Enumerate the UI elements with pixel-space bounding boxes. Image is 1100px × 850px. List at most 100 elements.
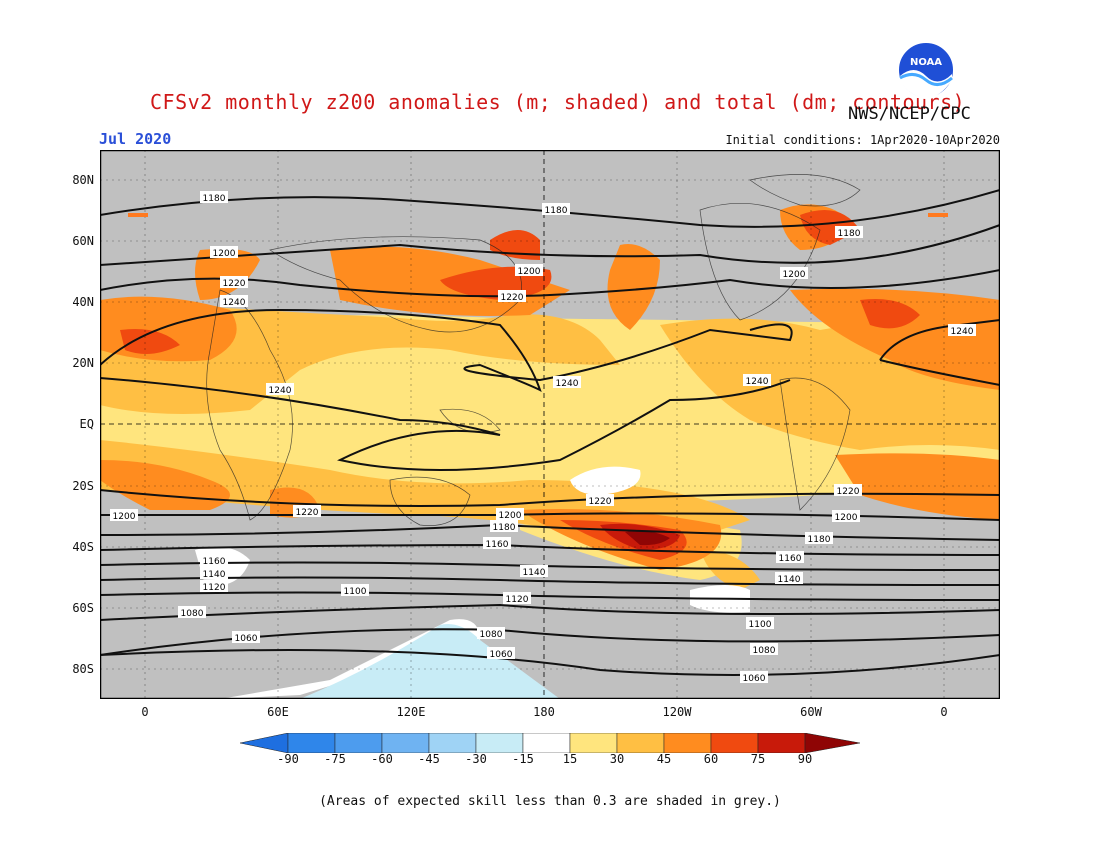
contour-label: 1160 <box>776 551 804 564</box>
logo-text: NOAA <box>910 57 942 68</box>
colorbar-label: -15 <box>512 752 534 766</box>
lat-label: 80N <box>72 173 94 187</box>
contour-label: 1240 <box>743 374 771 387</box>
colorbar-swatch <box>381 733 430 753</box>
colorbar-swatch <box>475 733 524 753</box>
lat-label: 60N <box>72 234 94 248</box>
lon-label: 180 <box>533 705 555 719</box>
noaa-logo-icon: NOAA <box>897 41 955 99</box>
colorbar-label: 75 <box>750 752 766 766</box>
svg-text:1180: 1180 <box>493 523 516 533</box>
colorbar-label: -45 <box>418 752 440 766</box>
lon-label: 0 <box>940 705 948 719</box>
colorbar-label: 45 <box>656 752 672 766</box>
contour-label: 1120 <box>200 580 228 593</box>
svg-text:1060: 1060 <box>235 634 258 644</box>
contour-label: 1200 <box>496 508 524 521</box>
colorbar-swatch <box>240 733 289 753</box>
svg-text:1140: 1140 <box>778 575 801 585</box>
colorbar-swatch <box>663 733 712 753</box>
contour-label: 1220 <box>293 505 321 518</box>
contour-label: 1140 <box>775 572 803 585</box>
lon-label: 120E <box>396 705 426 719</box>
contour-label: 1180 <box>200 191 228 204</box>
colorbar-swatch <box>616 733 665 753</box>
contour-label: 1240 <box>220 295 248 308</box>
svg-text:1100: 1100 <box>749 620 772 630</box>
contour-label: 1200 <box>210 246 238 259</box>
contour-label: 1160 <box>483 537 511 550</box>
svg-text:1240: 1240 <box>223 298 246 308</box>
contour-label: 1080 <box>477 627 505 640</box>
svg-text:1120: 1120 <box>203 583 226 593</box>
contour-label: 1100 <box>341 584 369 597</box>
lat-label: 40S <box>72 540 94 554</box>
svg-text:1180: 1180 <box>808 535 831 545</box>
chart-title: CFSv2 monthly z200 anomalies (m; shaded)… <box>150 90 966 114</box>
svg-text:1240: 1240 <box>556 379 579 389</box>
lat-label: 80S <box>72 662 94 676</box>
svg-text:1220: 1220 <box>501 293 524 303</box>
svg-text:1060: 1060 <box>490 650 513 660</box>
lat-label: 20S <box>72 479 94 493</box>
anomaly-45-60 <box>100 296 237 362</box>
lat-label: EQ <box>79 417 94 431</box>
lon-label: 120W <box>662 705 692 719</box>
footer-note: (Areas of expected skill less than 0.3 a… <box>319 794 781 809</box>
colorbar-label: 60 <box>703 752 719 766</box>
svg-text:1200: 1200 <box>835 513 858 523</box>
height-contours <box>100 189 1000 676</box>
lat-label: 60S <box>72 601 94 615</box>
contour-label: 1140 <box>200 567 228 580</box>
svg-text:1080: 1080 <box>181 609 204 619</box>
contour-label: 1200 <box>515 264 543 277</box>
lat-label: 40N <box>72 295 94 309</box>
contour-label: 1220 <box>586 494 614 507</box>
colorbar-label: -75 <box>324 752 346 766</box>
svg-text:1200: 1200 <box>499 511 522 521</box>
contour-label: 1180 <box>490 520 518 533</box>
svg-text:1200: 1200 <box>783 270 806 280</box>
colorbar-label: -60 <box>371 752 393 766</box>
contour-label: 1180 <box>542 203 570 216</box>
colorbar-label: -30 <box>465 752 487 766</box>
colorbar-label: -90 <box>277 752 299 766</box>
svg-text:1220: 1220 <box>223 279 246 289</box>
svg-text:1100: 1100 <box>344 587 367 597</box>
contour-label: 1200 <box>780 267 808 280</box>
lat-label: 20N <box>72 356 94 370</box>
contour-label: 1220 <box>834 484 862 497</box>
contour-label: 1220 <box>498 290 526 303</box>
svg-text:1220: 1220 <box>296 508 319 518</box>
contour-label: 1220 <box>220 276 248 289</box>
svg-text:1200: 1200 <box>518 267 541 277</box>
colorbar-swatch <box>287 733 336 753</box>
svg-text:1200: 1200 <box>113 512 136 522</box>
negative-anomaly <box>300 624 560 699</box>
colorbar-label: 90 <box>797 752 813 766</box>
colorbar-swatch <box>522 733 571 753</box>
colorbar-swatch <box>428 733 477 753</box>
contour-label: 1200 <box>832 510 860 523</box>
colorbar-swatch <box>569 733 618 753</box>
contour-label: 1240 <box>266 383 294 396</box>
lon-label: 60E <box>267 705 289 719</box>
svg-text:1180: 1180 <box>545 206 568 216</box>
contour-label: 1160 <box>200 554 228 567</box>
svg-text:1160: 1160 <box>779 554 802 564</box>
svg-text:1160: 1160 <box>203 557 226 567</box>
contour-label: 1180 <box>805 532 833 545</box>
svg-text:1200: 1200 <box>213 249 236 259</box>
colorbar <box>240 733 860 753</box>
svg-text:1160: 1160 <box>486 540 509 550</box>
svg-text:1140: 1140 <box>523 568 546 578</box>
colorbar-swatch <box>757 733 806 753</box>
month-label: Jul 2020 <box>99 130 172 148</box>
svg-text:1080: 1080 <box>480 630 503 640</box>
contour-label: 1080 <box>750 643 778 656</box>
map-border <box>100 150 1000 699</box>
contour-label: 1080 <box>178 606 206 619</box>
initial-conditions: Initial conditions: 1Apr2020-10Apr2020 <box>725 133 1000 147</box>
svg-text:1080: 1080 <box>753 646 776 656</box>
svg-text:1140: 1140 <box>203 570 226 580</box>
